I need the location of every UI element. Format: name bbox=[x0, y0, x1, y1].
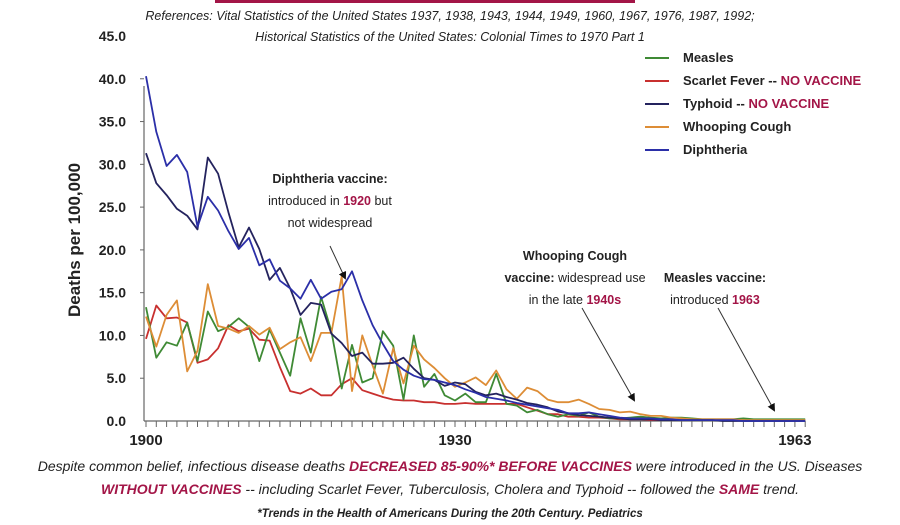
footer-emphasis: WITHOUT VACCINES bbox=[101, 481, 242, 497]
x-tick-label: 1900 bbox=[129, 432, 162, 449]
x-tick-label: 1930 bbox=[438, 432, 471, 449]
references-line-2: Historical Statistics of the United Stat… bbox=[255, 30, 645, 44]
footer-text: Despite common belief, infectious diseas… bbox=[37, 458, 349, 474]
annotation-title: vaccine: bbox=[504, 271, 555, 285]
y-tick-label: 25.0 bbox=[99, 199, 126, 215]
legend-swatch-typhoid bbox=[645, 102, 669, 105]
legend-item-whooping-cough: Whooping Cough bbox=[645, 115, 861, 138]
annotation-title: Diphtheria vaccine: bbox=[272, 172, 388, 186]
footer-line-2: WITHOUT VACCINES -- including Scarlet Fe… bbox=[0, 481, 900, 497]
legend-label: Typhoid -- bbox=[683, 96, 745, 111]
y-tick-label: 30.0 bbox=[99, 156, 126, 172]
annotation-whooping-cough: Whooping Cough vaccine: widespread use i… bbox=[490, 245, 660, 311]
series-line-diphtheria bbox=[145, 76, 806, 422]
footer-text: -- including Scarlet Fever, Tuberculosis… bbox=[241, 481, 719, 497]
legend-label: Measles bbox=[683, 50, 734, 65]
legend-item-diphtheria: Diphtheria bbox=[645, 138, 861, 161]
y-tick-label: 20.0 bbox=[99, 242, 126, 258]
annotation-arrows bbox=[329, 245, 775, 412]
legend-no-vaccine: NO VACCINE bbox=[748, 96, 830, 111]
legend-item-measles: Measles bbox=[645, 46, 861, 69]
citation: *Trends in the Health of Americans Durin… bbox=[257, 508, 643, 520]
y-tick-label: 45.0 bbox=[99, 28, 126, 44]
annotation-text: but bbox=[371, 194, 392, 208]
footer-text: were introduced in the US. Diseases bbox=[631, 458, 863, 474]
annotation-year: 1940s bbox=[586, 293, 622, 307]
annotation-text: not widespread bbox=[287, 216, 373, 230]
y-tick-label: 40.0 bbox=[99, 71, 126, 87]
title-underline bbox=[215, 0, 635, 3]
arrow-measles bbox=[717, 307, 775, 412]
annotation-diphtheria: Diphtheria vaccine: introduced in 1920 b… bbox=[245, 168, 415, 234]
arrow-diphtheria bbox=[329, 245, 347, 280]
annotation-title: Measles vaccine: bbox=[663, 271, 767, 285]
footer-line-1: Despite common belief, infectious diseas… bbox=[0, 458, 900, 474]
y-tick-label: 35.0 bbox=[99, 114, 126, 130]
legend-item-scarlet-fever: Scarlet Fever -- NO VACCINE bbox=[645, 69, 861, 92]
y-tick-label: 5.0 bbox=[107, 370, 127, 386]
legend-swatch-scarlet-fever bbox=[645, 79, 669, 82]
footer-emphasis: SAME bbox=[718, 481, 760, 497]
y-tick-label: 0.0 bbox=[107, 413, 127, 429]
references-line-1: References: Vital Statistics of the Unit… bbox=[145, 9, 755, 23]
y-tick-label: 10.0 bbox=[99, 327, 126, 343]
y-tick-label: 15.0 bbox=[99, 285, 126, 301]
legend-label: Diphtheria bbox=[683, 142, 748, 157]
arrow-whooping-cough bbox=[581, 307, 635, 402]
annotation-year: 1963 bbox=[732, 293, 760, 307]
legend-item-typhoid: Typhoid -- NO VACCINE bbox=[645, 92, 861, 115]
x-tick-label: 1963 bbox=[778, 432, 811, 449]
annotation-text: introduced bbox=[670, 293, 733, 307]
legend-label: Scarlet Fever -- bbox=[683, 73, 777, 88]
y-axis-label: Deaths per 100,000 bbox=[65, 163, 84, 317]
annotation-text: in the late bbox=[528, 293, 587, 307]
chart-legend: Measles Scarlet Fever -- NO VACCINE Typh… bbox=[645, 46, 861, 161]
footer-text: trend. bbox=[759, 481, 799, 497]
legend-no-vaccine: NO VACCINE bbox=[780, 73, 862, 88]
annotation-text: widespread use bbox=[554, 271, 646, 285]
annotation-measles: Measles vaccine: introduced 1963 bbox=[650, 267, 780, 311]
legend-swatch-diphtheria bbox=[645, 148, 669, 151]
footer-emphasis: DECREASED 85-90%* BEFORE VACCINES bbox=[349, 458, 632, 474]
annotation-title: Whooping Cough bbox=[522, 249, 628, 263]
series-line-measles bbox=[145, 295, 806, 421]
annotation-year: 1920 bbox=[343, 194, 371, 208]
series-lines bbox=[145, 76, 806, 422]
legend-swatch-whooping-cough bbox=[645, 125, 669, 128]
legend-label: Whooping Cough bbox=[683, 119, 792, 134]
annotation-text: introduced in bbox=[268, 194, 344, 208]
legend-swatch-measles bbox=[645, 56, 669, 59]
